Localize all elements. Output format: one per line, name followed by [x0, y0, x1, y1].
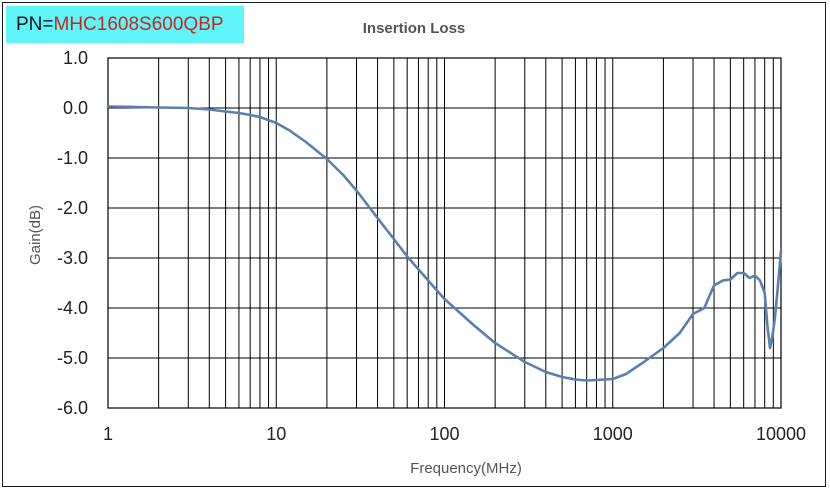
y-axis-title: Gain(dB)	[27, 205, 44, 265]
plot-area	[107, 57, 782, 409]
chart-title: Insertion Loss	[363, 20, 466, 37]
y-axis-ticks: 1.0 0.0 -1.0 -2.0 -3.0 -4.0 -5.0 -6.0	[57, 48, 88, 418]
x-axis-ticks: 1 10 100 1000 10000	[103, 424, 806, 444]
x-tick-label: 100	[429, 424, 459, 444]
y-tick-label: 1.0	[63, 48, 88, 68]
part-number-value: MHC1608S600QBP	[53, 14, 224, 35]
y-tick-label: 0.0	[63, 98, 88, 118]
y-tick-label: -2.0	[57, 198, 88, 218]
x-tick-label: 1	[103, 424, 113, 444]
y-tick-label: -6.0	[57, 398, 88, 418]
series	[106, 105, 783, 382]
x-tick-label: 10	[266, 424, 286, 444]
y-tick-label: -5.0	[57, 348, 88, 368]
x-tick-label: 1000	[593, 424, 633, 444]
x-tick-label: 10000	[756, 424, 806, 444]
insertion-loss-series-line	[106, 105, 783, 382]
part-number-prefix: PN=	[16, 14, 54, 35]
y-tick-label: -1.0	[57, 148, 88, 168]
y-tick-label: -3.0	[57, 248, 88, 268]
part-number-label: PN=MHC1608S600QBP	[6, 6, 244, 43]
y-tick-label: -4.0	[57, 298, 88, 318]
x-axis-title: Frequency(MHz)	[410, 460, 522, 477]
